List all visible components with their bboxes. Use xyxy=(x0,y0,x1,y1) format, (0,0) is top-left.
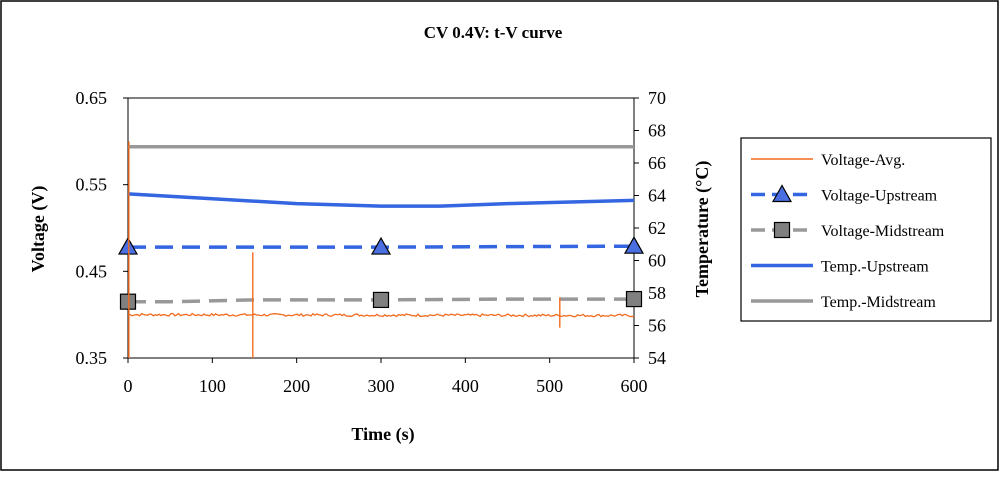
series-voltage-midstream-marker-0 xyxy=(119,293,137,310)
x-tick-label-6: 600 xyxy=(621,376,648,396)
legend-label-voltage-avg: Voltage-Avg. xyxy=(821,152,905,169)
legend-item-temp-upstream: Temp.-Upstream xyxy=(751,259,929,276)
plot-area: 0 100 200 300 400 500 600 0.35 0.45 0.55 0.65 54 56 5… xyxy=(76,88,667,396)
y2-tick-label-6: 66 xyxy=(648,153,666,173)
y2-tick-label-4: 62 xyxy=(648,218,666,238)
x-tick-label-5: 500 xyxy=(536,376,563,396)
legend-marker-voltage-midstream xyxy=(773,221,791,239)
series-voltage-avg-line xyxy=(127,312,635,318)
y2-tick-label-3: 60 xyxy=(648,251,666,271)
legend-marker-voltage-upstream xyxy=(771,184,793,203)
y2-tick-label-2: 58 xyxy=(648,283,666,303)
y-tick-label-0: 0.35 xyxy=(76,348,108,368)
legend-label-voltage-upstream: Voltage-Upstream xyxy=(821,188,938,205)
x-tick-label-2: 200 xyxy=(283,376,310,396)
series-voltage-midstream-marker-1 xyxy=(372,291,390,309)
y2-tick-label-7: 68 xyxy=(648,121,666,141)
x-tick-label-4: 400 xyxy=(452,376,479,396)
y2-axis-title: Temperature (°C) xyxy=(692,161,713,298)
series-temp-upstream-line xyxy=(127,192,635,208)
y2-tick-label-0: 54 xyxy=(648,348,666,368)
legend-label-temp-upstream: Temp.-Upstream xyxy=(821,259,929,276)
series-voltage-upstream-marker-2 xyxy=(623,235,645,254)
x-tick-label-0: 0 xyxy=(124,376,133,396)
legend: Voltage-Avg. Voltage-Upstream Voltage-Mids… xyxy=(740,137,992,322)
y-tick-label-3: 0.65 xyxy=(76,88,108,108)
legend-item-voltage-avg: Voltage-Avg. xyxy=(751,152,905,169)
series-voltage-midstream-line xyxy=(128,297,634,304)
legend-label-voltage-midstream: Voltage-Midstream xyxy=(821,223,945,240)
x-tick-label-1: 100 xyxy=(199,376,226,396)
series-voltage-midstream-marker-2 xyxy=(625,290,643,308)
y-tick-label-2: 0.55 xyxy=(76,175,108,195)
x-tick-label-3: 300 xyxy=(368,376,395,396)
legend-item-voltage-midstream: Voltage-Midstream xyxy=(751,221,945,240)
y2-tick-label-8: 70 xyxy=(648,88,666,108)
x-axis-title: Time (s) xyxy=(351,424,414,445)
series-voltage-upstream-marker-1 xyxy=(370,236,392,255)
legend-item-voltage-upstream: Voltage-Upstream xyxy=(751,184,938,205)
series-voltage-upstream-marker-0 xyxy=(117,236,139,255)
y-tick-label-1: 0.45 xyxy=(76,261,108,281)
legend-label-temp-midstream: Temp.-Midstream xyxy=(821,294,936,311)
chart-title: CV 0.4V: t-V curve xyxy=(424,23,563,42)
legend-item-temp-midstream: Temp.-Midstream xyxy=(751,294,936,311)
y-axis-title: Voltage (V) xyxy=(28,186,49,273)
y2-tick-label-1: 56 xyxy=(648,316,666,336)
y2-tick-label-5: 64 xyxy=(648,186,666,206)
